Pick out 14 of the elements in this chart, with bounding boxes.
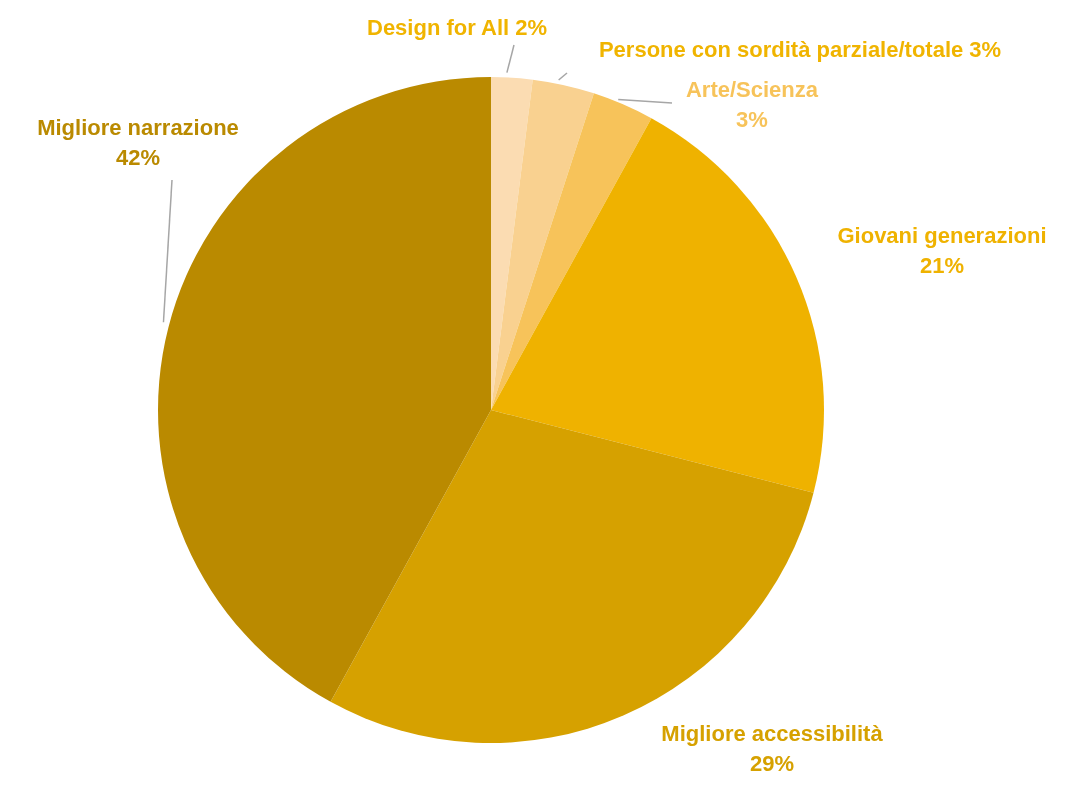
slice-label: Arte/Scienza bbox=[685, 77, 819, 102]
slice-label: Design for All bbox=[367, 15, 510, 40]
slice-label: Migliore accessibilità bbox=[661, 721, 884, 746]
data-label: 21% bbox=[919, 253, 965, 278]
slice-label: Giovani generazioni bbox=[837, 223, 1047, 248]
data-label: 42% bbox=[115, 145, 161, 170]
data-label: 3% bbox=[736, 107, 768, 132]
pie-slice bbox=[491, 93, 652, 410]
pie-slice bbox=[491, 79, 594, 410]
slice-label: Migliore narrazione bbox=[37, 115, 239, 140]
data-label: 2% bbox=[515, 15, 547, 40]
data-label: 29% bbox=[749, 751, 795, 776]
data-label: 3% bbox=[969, 37, 1002, 62]
slice-label: Persone con sordità parziale/totale bbox=[598, 37, 964, 62]
